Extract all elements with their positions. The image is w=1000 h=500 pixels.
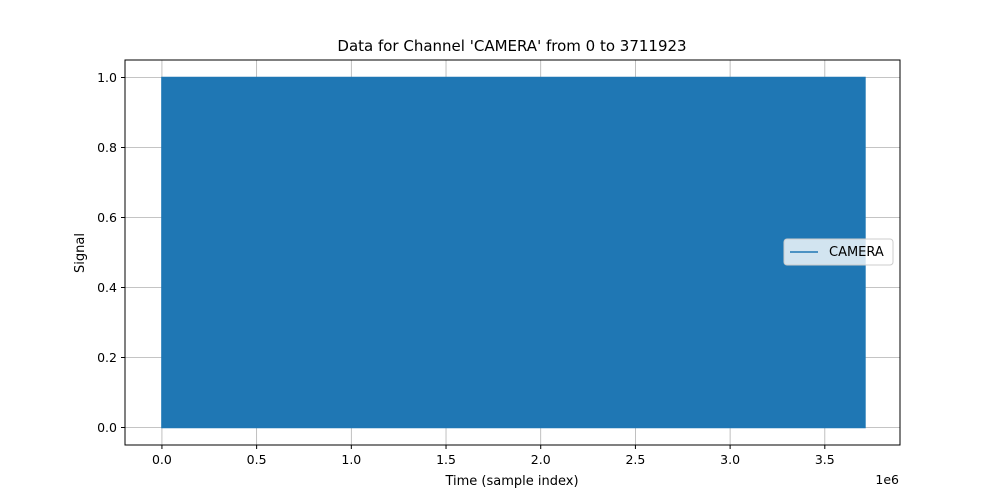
y-tick-label: 0.0	[97, 420, 117, 435]
y-tick-label: 0.2	[97, 350, 117, 365]
chart-title: Data for Channel 'CAMERA' from 0 to 3711…	[337, 37, 686, 55]
x-tick-label: 0.5	[247, 452, 267, 467]
legend-label-camera: CAMERA	[829, 245, 884, 260]
x-tick-label: 3.0	[720, 452, 740, 467]
y-tick-label: 0.8	[97, 140, 117, 155]
x-tick-label: 1.0	[341, 452, 361, 467]
x-tick-label: 2.0	[531, 452, 551, 467]
x-tick-label: 0.0	[152, 452, 172, 467]
x-axis-offset-label: 1e6	[875, 472, 899, 487]
y-axis-title: Signal	[73, 233, 88, 273]
x-tick-label: 1.5	[436, 452, 456, 467]
x-tick-label: 2.5	[625, 452, 645, 467]
x-axis-title: Time (sample index)	[444, 474, 578, 489]
x-axis-ticks: 0.0 0.5 1.0 1.5 2.0 2.5 3.0 3.5	[152, 445, 835, 467]
legend: CAMERA	[783, 238, 894, 266]
y-axis-ticks: 0.0 0.2 0.4 0.6 0.8 1.0	[97, 70, 125, 435]
axes-frame	[124, 59, 901, 446]
series-camera-line	[161, 76, 866, 429]
y-tick-label: 1.0	[97, 70, 117, 85]
legend-box	[783, 238, 894, 266]
series-layer	[161, 76, 866, 429]
y-tick-label: 0.6	[97, 210, 117, 225]
x-tick-label: 3.5	[815, 452, 835, 467]
y-tick-label: 0.4	[97, 280, 117, 295]
